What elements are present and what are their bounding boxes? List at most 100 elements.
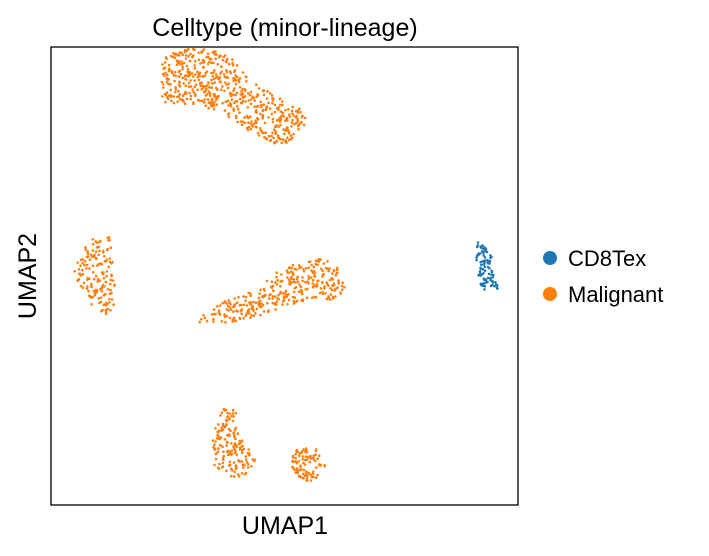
- scatter-point-malignant: [229, 103, 233, 107]
- scatter-point-malignant: [258, 305, 262, 308]
- scatter-point-malignant: [306, 474, 309, 478]
- scatter-point-malignant: [294, 460, 298, 463]
- scatter-point-malignant: [315, 476, 318, 480]
- legend-label-cd8tex: CD8Tex: [568, 246, 646, 271]
- scatter-point-malignant: [303, 116, 307, 120]
- scatter-point-malignant: [291, 459, 294, 463]
- scatter-point-malignant: [304, 288, 307, 291]
- scatter-point-malignant: [238, 448, 242, 451]
- scatter-point-malignant: [254, 110, 258, 114]
- scatter-point-malignant: [301, 279, 304, 283]
- scatter-point-malignant: [290, 109, 294, 113]
- scatter-points: [73, 47, 499, 482]
- scatter-point-malignant: [227, 82, 231, 85]
- scatter-point-malignant: [210, 105, 213, 108]
- scatter-point-malignant: [289, 137, 293, 141]
- scatter-point-malignant: [81, 286, 85, 290]
- scatter-point-cd8tex: [481, 268, 485, 271]
- scatter-point-malignant: [228, 306, 232, 309]
- chart-title: Celltype (minor-lineage): [152, 14, 417, 42]
- scatter-point-malignant: [271, 99, 275, 102]
- scatter-point-malignant: [98, 240, 102, 243]
- scatter-point-malignant: [245, 114, 249, 118]
- scatter-point-malignant: [169, 82, 172, 86]
- scatter-point-malignant: [194, 83, 198, 86]
- scatter-point-malignant: [183, 50, 187, 54]
- scatter-point-malignant: [188, 91, 191, 95]
- scatter-point-malignant: [259, 126, 262, 130]
- scatter-point-malignant: [261, 303, 265, 307]
- scatter-point-malignant: [220, 65, 223, 69]
- scatter-point-malignant: [225, 70, 229, 74]
- scatter-point-malignant: [219, 80, 222, 84]
- scatter-point-malignant: [239, 101, 243, 105]
- scatter-point-malignant: [311, 282, 315, 285]
- scatter-point-malignant: [281, 111, 285, 115]
- scatter-point-malignant: [283, 291, 287, 295]
- scatter-point-malignant: [224, 424, 228, 427]
- scatter-point-malignant: [242, 295, 245, 298]
- scatter-point-malignant: [271, 297, 274, 300]
- scatter-point-malignant: [248, 93, 252, 97]
- scatter-point-malignant: [295, 469, 298, 473]
- scatter-point-malignant: [112, 303, 115, 307]
- scatter-point-cd8tex: [483, 265, 487, 269]
- scatter-point-malignant: [321, 290, 324, 294]
- scatter-point-malignant: [230, 442, 233, 445]
- scatter-point-malignant: [205, 319, 209, 323]
- scatter-point-malignant: [164, 93, 168, 97]
- scatter-point-malignant: [214, 86, 218, 90]
- scatter-point-cd8tex: [490, 255, 493, 259]
- scatter-point-malignant: [185, 49, 189, 52]
- scatter-point-malignant: [314, 262, 317, 266]
- legend-marker-malignant: [543, 287, 557, 301]
- scatter-point-malignant: [215, 53, 218, 56]
- scatter-point-malignant: [315, 466, 318, 469]
- scatter-point-malignant: [268, 139, 272, 143]
- scatter-point-malignant: [188, 59, 192, 63]
- scatter-point-malignant: [235, 91, 239, 95]
- scatter-point-malignant: [274, 308, 277, 311]
- scatter-point-malignant: [247, 308, 251, 311]
- scatter-point-cd8tex: [493, 284, 496, 288]
- scatter-point-malignant: [326, 267, 330, 270]
- scatter-point-malignant: [297, 474, 301, 478]
- scatter-point-malignant: [273, 103, 277, 107]
- scatter-point-malignant: [265, 97, 269, 100]
- scatter-point-malignant: [251, 304, 254, 308]
- scatter-point-malignant: [215, 103, 218, 106]
- scatter-point-malignant: [271, 131, 274, 135]
- scatter-point-malignant: [304, 447, 308, 450]
- scatter-point-malignant: [291, 105, 295, 109]
- scatter-point-malignant: [178, 97, 182, 101]
- scatter-point-cd8tex: [495, 286, 499, 290]
- scatter-point-malignant: [321, 280, 324, 284]
- scatter-point-malignant: [199, 82, 202, 86]
- scatter-point-malignant: [288, 115, 292, 118]
- scatter-point-malignant: [290, 125, 293, 128]
- scatter-point-malignant: [98, 279, 102, 283]
- scatter-point-malignant: [215, 305, 219, 308]
- scatter-point-malignant: [206, 52, 210, 56]
- scatter-point-malignant: [252, 314, 256, 318]
- scatter-point-malignant: [76, 261, 79, 264]
- scatter-point-malignant: [333, 289, 337, 292]
- scatter-point-malignant: [83, 260, 87, 263]
- scatter-point-malignant: [264, 137, 268, 140]
- scatter-point-malignant: [104, 260, 108, 263]
- scatter-point-malignant: [245, 461, 249, 464]
- scatter-point-malignant: [177, 95, 181, 98]
- scatter-point-malignant: [172, 51, 175, 55]
- scatter-point-malignant: [167, 63, 171, 67]
- scatter-point-cd8tex: [481, 244, 484, 247]
- scatter-point-malignant: [288, 113, 291, 116]
- scatter-point-malignant: [271, 301, 275, 305]
- scatter-point-malignant: [85, 263, 89, 267]
- scatter-point-malignant: [106, 236, 110, 239]
- scatter-point-malignant: [225, 444, 228, 447]
- scatter-point-malignant: [304, 267, 308, 270]
- scatter-point-malignant: [305, 477, 309, 480]
- scatter-point-malignant: [275, 283, 279, 286]
- scatter-point-cd8tex: [489, 276, 492, 280]
